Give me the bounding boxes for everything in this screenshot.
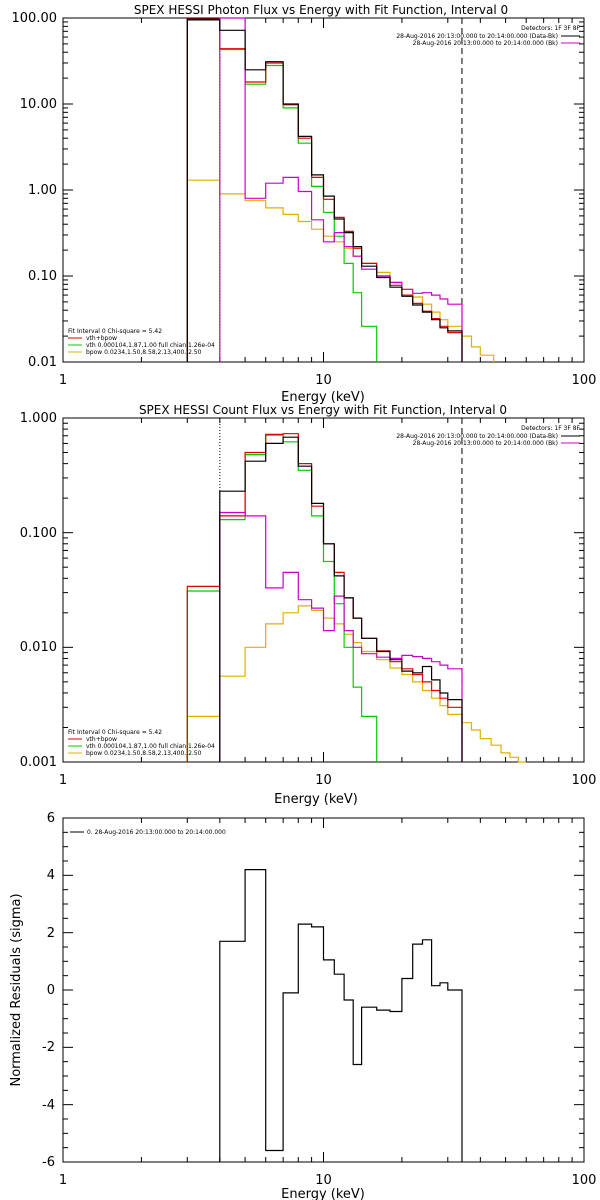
y-tick-label: 1.000 (20, 411, 57, 426)
x-tick-label: 10 (315, 1173, 332, 1188)
fit-legend: Fit Interval 0 Chi-square = 5.42 vth+bpo… (68, 328, 215, 356)
x-axis-label: Energy (keV) (281, 1187, 365, 1200)
series-data (186, 19, 463, 362)
y-tick-label: 0.001 (20, 755, 57, 770)
interval-bk-label: 28-Aug-2016 20:13:00.000 to 20:14:00.000… (413, 440, 558, 447)
y-tick-labels: -6 -4 -2 0 2 4 6 (42, 811, 55, 1170)
y-tick-label: -4 (42, 1098, 55, 1113)
y-tick-label: 100.00 (12, 11, 58, 26)
y-tick-label: 10.00 (20, 97, 57, 112)
y-tick-label: 1.00 (28, 183, 57, 198)
interval-bk-label: 28-Aug-2016 20:13:00.000 to 20:14:00.000… (413, 40, 558, 47)
x-tick-labels: 1 10 100 (59, 773, 597, 788)
y-tick-label: -6 (42, 1155, 55, 1170)
series-total (186, 18, 463, 362)
x-tick-labels: 1 10 100 (59, 373, 597, 388)
axis-ticks (63, 418, 584, 762)
y-tick-label: -2 (42, 1040, 55, 1055)
y-tick-label: 4 (47, 868, 55, 883)
series-total (186, 433, 463, 762)
series-data (219, 436, 463, 762)
plot-frame (62, 417, 585, 763)
fit-legend-entry: vth+bpow (86, 736, 117, 743)
y-tick-label: 2 (47, 926, 55, 941)
fit-legend: Fit Interval 0 Chi-square = 5.42 vth+bpo… (68, 729, 215, 757)
series-background (219, 511, 463, 762)
x-tick-label: 1 (59, 1173, 67, 1188)
y-tick-label: 0 (47, 983, 55, 998)
y-tick-label: 0.10 (28, 269, 57, 284)
series-vth (186, 18, 378, 362)
axis-ticks (63, 18, 584, 362)
fit-legend-entry: vth 0.000104,1.87,1.00 full chian 1.26e-… (86, 342, 215, 349)
x-tick-labels: 1 10 100 (59, 1173, 597, 1188)
y-tick-label: 0.010 (20, 640, 57, 655)
plot-frame (62, 817, 585, 1163)
y-tick-labels: 0.01 0.10 1.00 10.00 100.00 (12, 11, 58, 370)
spectrum-series (186, 17, 495, 362)
y-axis-label: Normalized Residuals (sigma) (9, 893, 24, 1086)
fit-legend-header: Fit Interval 0 Chi-square = 5.42 (68, 328, 162, 335)
detector-info: Detectors: 1F 3F 8F 28-Aug-2016 20:13:00… (396, 25, 580, 47)
spectrum-series (186, 433, 527, 763)
detectors-label: Detectors: 1F 3F 8F (521, 25, 580, 32)
interval-data-label: 28-Aug-2016 20:13:00.000 to 20:14:00.000… (396, 33, 558, 40)
x-axis-label: Energy (keV) (281, 390, 365, 405)
detectors-label: Detectors: 1F 3F 8F (521, 425, 580, 432)
fit-legend-header: Fit Interval 0 Chi-square = 5.42 (68, 729, 162, 736)
residuals-chart: 1 10 100 -6 -4 -2 0 2 4 6 Energy (keV) N… (9, 811, 596, 1200)
residual-series (219, 869, 463, 1162)
series-bpow (186, 605, 527, 763)
detector-info: Detectors: 1F 3F 8F 28-Aug-2016 20:13:00… (396, 425, 580, 447)
count-flux-chart: SPEX HESSI Count Flux vs Energy with Fit… (20, 403, 597, 807)
fit-legend-entry: vth+bpow (86, 335, 117, 342)
x-tick-label: 10 (315, 773, 332, 788)
photon-flux-chart: SPEX HESSI Photon Flux vs Energy with Fi… (12, 3, 597, 405)
fit-legend-entry: bpow 0.0234,1.50,8.58,2.13,400.,2.50 (86, 349, 202, 356)
fit-legend-entry: vth 0.000104,1.87,1.00 full chian 1.26e-… (86, 743, 215, 750)
chart-title: SPEX HESSI Photon Flux vs Energy with Fi… (134, 3, 508, 17)
fit-range-markers (219, 418, 463, 762)
fit-legend-entry: bpow 0.0234,1.50,8.58,2.13,400.,2.50 (86, 750, 202, 757)
x-tick-label: 10 (315, 373, 332, 388)
x-axis-label: Energy (keV) (274, 792, 358, 807)
chart-title: SPEX HESSI Count Flux vs Energy with Fit… (139, 403, 507, 417)
y-tick-labels: 0.001 0.010 0.100 1.000 (20, 411, 57, 770)
residual-legend-label: 0. 28-Aug-2016 20:13:00.000 to 20:14:00.… (87, 829, 226, 836)
series-background (219, 17, 463, 362)
x-tick-label: 1 (59, 373, 67, 388)
residual-legend: 0. 28-Aug-2016 20:13:00.000 to 20:14:00.… (70, 829, 226, 836)
series-vth (186, 434, 378, 762)
x-tick-label: 100 (572, 1173, 597, 1188)
series-bpow (186, 179, 495, 362)
x-tick-label: 1 (59, 773, 67, 788)
y-tick-label: 6 (47, 811, 55, 826)
interval-data-label: 28-Aug-2016 20:13:00.000 to 20:14:00.000… (396, 433, 558, 440)
y-tick-label: 0.01 (28, 355, 57, 370)
x-tick-label: 100 (572, 773, 597, 788)
series-data (219, 869, 463, 1162)
axis-ticks (63, 817, 584, 1163)
x-tick-label: 100 (572, 373, 597, 388)
y-tick-label: 0.100 (20, 526, 57, 541)
